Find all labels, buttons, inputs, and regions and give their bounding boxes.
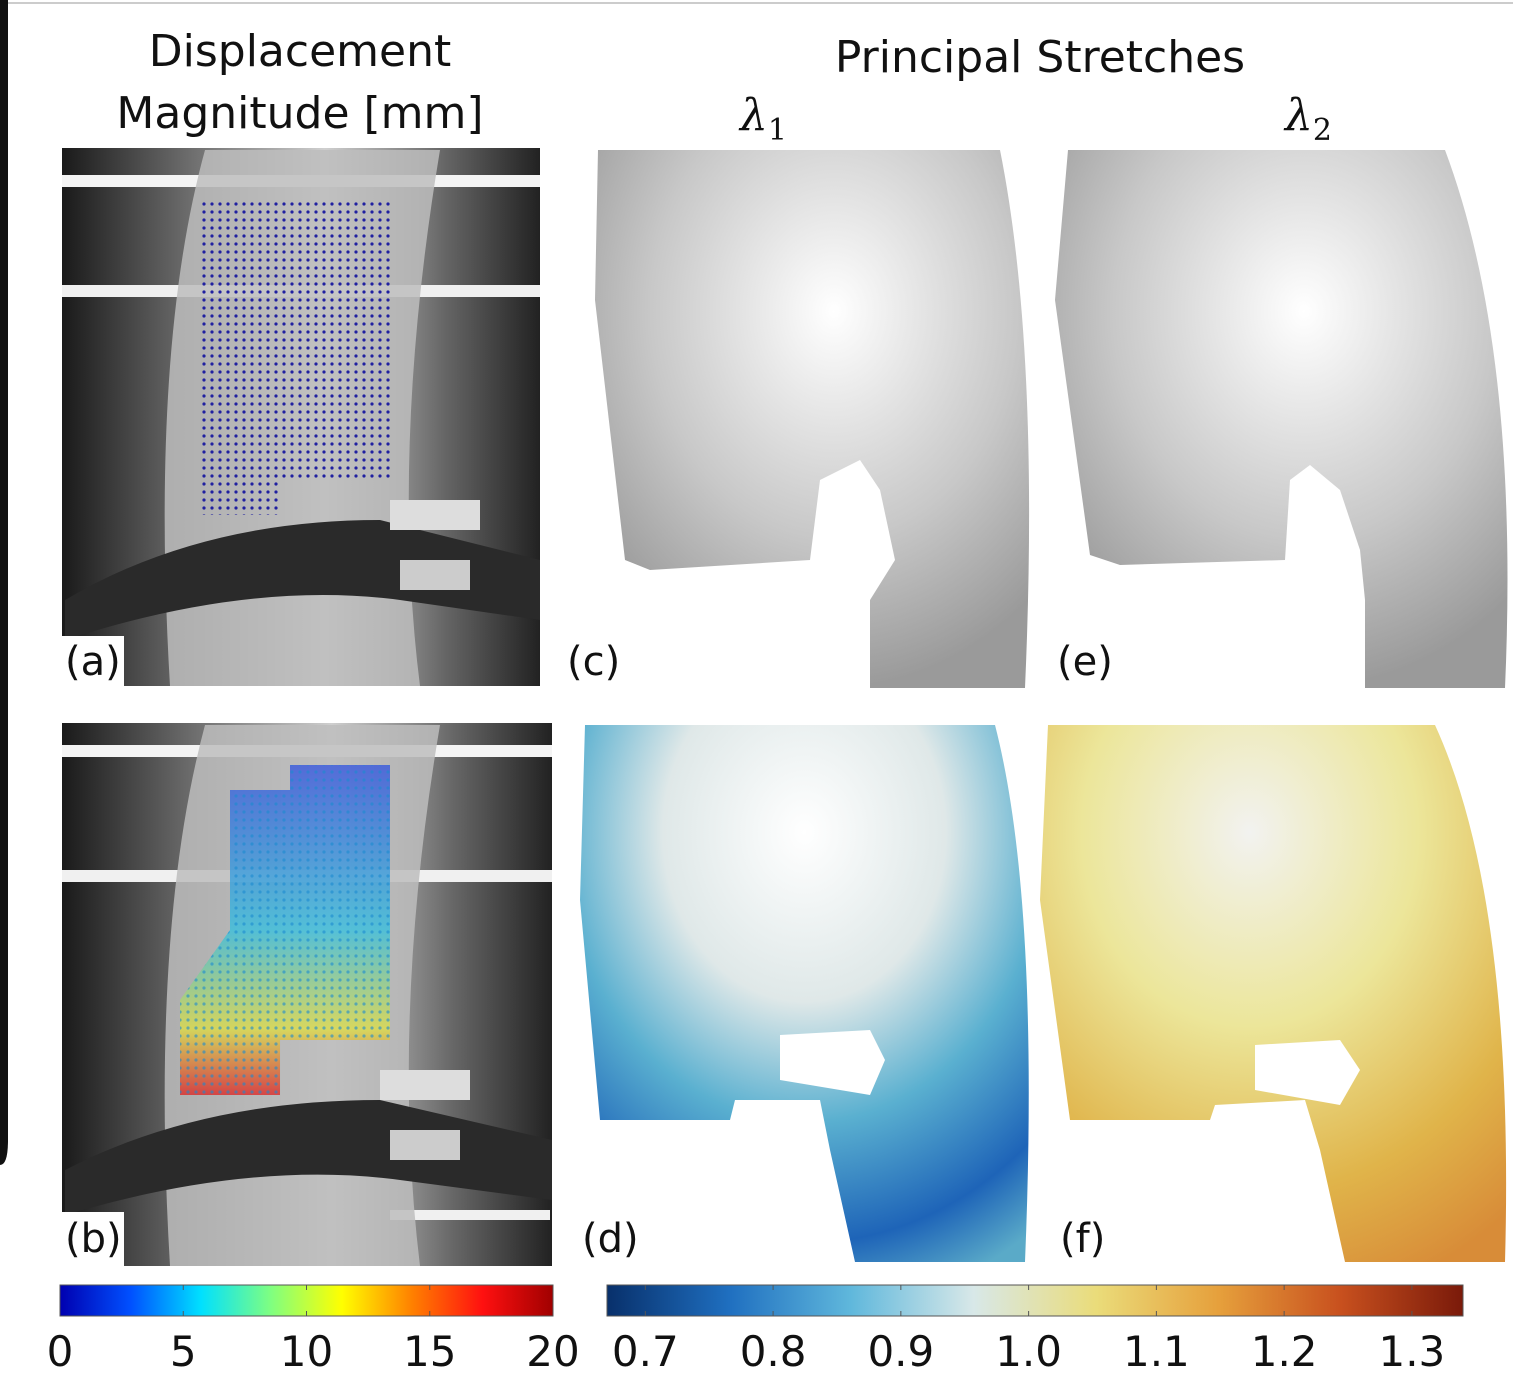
lambda-sub: 1 bbox=[768, 113, 787, 148]
panel-a: (a) bbox=[62, 148, 540, 686]
tick-label: 1.2 bbox=[1251, 1327, 1318, 1376]
tick-label: 1.3 bbox=[1378, 1327, 1445, 1376]
panel-f: (f) bbox=[1040, 725, 1506, 1262]
tick-label: 5 bbox=[170, 1327, 197, 1376]
colorbar bbox=[607, 1285, 1463, 1316]
panel-d: (d) bbox=[580, 725, 1029, 1262]
panel-label: (a) bbox=[65, 639, 121, 685]
tick-label: 10 bbox=[280, 1327, 333, 1376]
panel-label: (f) bbox=[1060, 1216, 1105, 1262]
panel-e: (e) bbox=[1055, 150, 1508, 688]
lambda-sub: 2 bbox=[1313, 113, 1332, 148]
panel-label: (b) bbox=[65, 1216, 122, 1262]
lambda-2: λ2 bbox=[1283, 90, 1332, 148]
tick-label: 0.9 bbox=[867, 1327, 934, 1376]
lambda-1: λ1 bbox=[738, 90, 787, 148]
tick-label: 1.0 bbox=[995, 1327, 1062, 1376]
panel-c: (c) bbox=[567, 150, 1029, 688]
tick-label: 0 bbox=[47, 1327, 74, 1376]
figure: Displacement Magnitude [mm] Principal St… bbox=[0, 0, 1513, 1376]
tick-label: 0.7 bbox=[612, 1327, 679, 1376]
tick-label: 1.1 bbox=[1123, 1327, 1190, 1376]
title-right: Principal Stretches bbox=[835, 32, 1245, 83]
colorbars: 0 5 10 15 20 0.7 0.8 0.9 1.0 1.1 1.2 1.3 bbox=[47, 1285, 1463, 1376]
tick-label: 20 bbox=[526, 1327, 579, 1376]
panel-label: (c) bbox=[567, 639, 620, 685]
lambda-symbol: λ bbox=[1283, 90, 1313, 141]
title-left-2: Magnitude [mm] bbox=[116, 88, 483, 139]
panel-label: (d) bbox=[582, 1216, 639, 1262]
tick-label: 0.8 bbox=[740, 1327, 807, 1376]
panel-b: (b) bbox=[62, 723, 552, 1266]
side-bar bbox=[0, 0, 8, 1165]
lambda-symbol: λ bbox=[738, 90, 768, 141]
tick-label: 15 bbox=[403, 1327, 456, 1376]
title-left-1: Displacement bbox=[149, 26, 451, 77]
panel-label: (e) bbox=[1057, 639, 1113, 685]
